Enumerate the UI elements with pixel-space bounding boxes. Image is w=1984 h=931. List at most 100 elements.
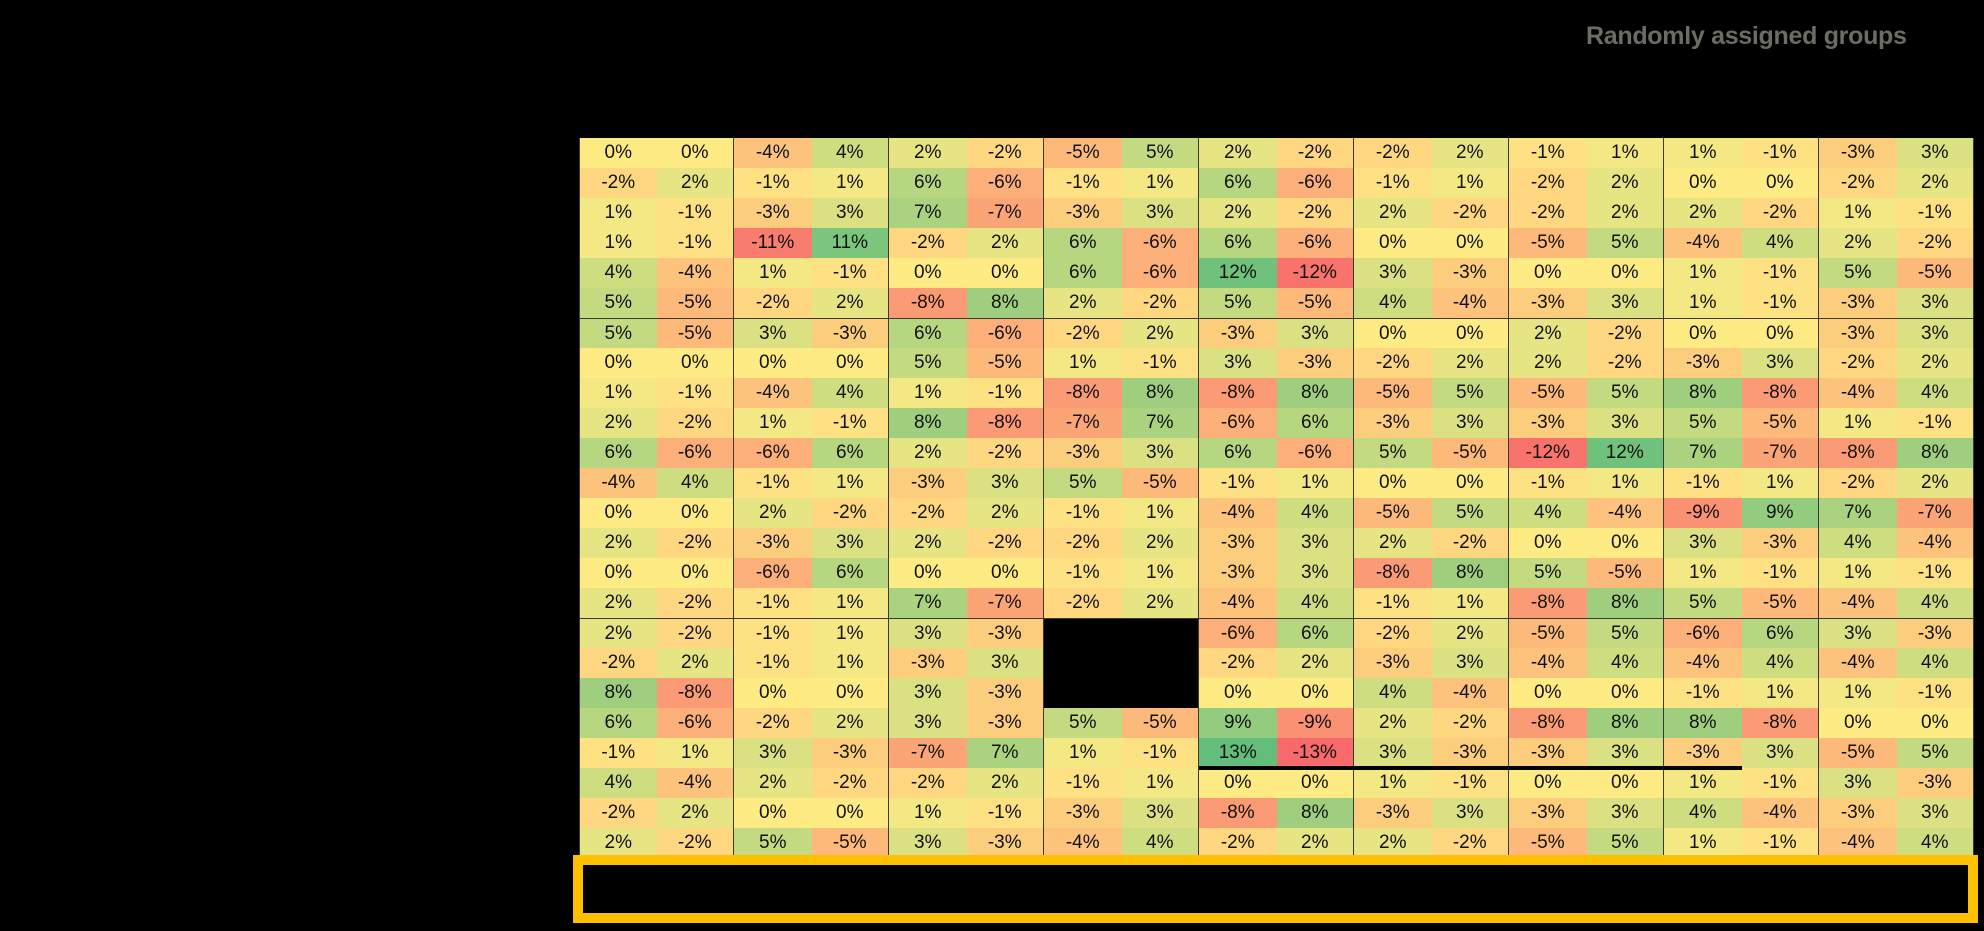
highlight-underline [1199,766,1742,770]
heatmap-cell: 4% [1741,648,1819,678]
heatmap-cell: 5% [1044,468,1122,498]
heatmap-cell: -1% [734,168,812,198]
heatmap-cell: -2% [1431,828,1509,858]
heatmap-cell: -1% [1741,288,1819,318]
masked-cell [1121,678,1199,708]
heatmap-cell: -3% [1819,138,1897,168]
heatmap-cell: 4% [1354,678,1432,708]
heatmap-cell: -9% [1276,708,1354,738]
heatmap-cell: 3% [966,468,1044,498]
heatmap-cell: -3% [1509,288,1587,318]
heatmap-cell: -2% [656,618,734,648]
heatmap-cell: 4% [656,468,734,498]
heatmap-cell: 2% [966,498,1044,528]
heatmap-cell: -1% [1121,738,1199,768]
heatmap-cell: -2% [1199,828,1277,858]
heatmap-cell: 2% [1199,198,1277,228]
heatmap-cell: 2% [1819,228,1897,258]
heatmap-cell: 2% [1354,828,1432,858]
heatmap-cell: 8% [966,288,1044,318]
heatmap-cell: 6% [579,708,657,738]
heatmap-cell: 1% [1819,678,1897,708]
heatmap-cell: -2% [1586,348,1664,378]
heatmap-cell: 3% [966,648,1044,678]
heatmap-cell: 8% [579,678,657,708]
heatmap-cell: -1% [656,198,734,228]
heatmap-cell: -3% [1819,288,1897,318]
heatmap-cell: 8% [1896,438,1974,468]
heatmap-cell: 0% [1586,528,1664,558]
heatmap-cell: 0% [579,138,657,168]
heatmap-cell: 3% [1276,318,1354,348]
heatmap-cell: 8% [1276,378,1354,408]
heatmap-cell: -3% [734,198,812,228]
heatmap-cell: 3% [811,198,889,228]
heatmap-cell: -2% [1819,168,1897,198]
heatmap-cell: -2% [1199,648,1277,678]
heatmap-cell: 1% [734,408,812,438]
heatmap-cell: 3% [734,738,812,768]
heatmap-cell: -6% [656,438,734,468]
heatmap-cell: 5% [1586,378,1664,408]
heatmap-cell: -1% [1199,468,1277,498]
heatmap-cell: -1% [1354,588,1432,618]
heatmap-cell: -5% [1121,468,1199,498]
heatmap-cell: 3% [811,528,889,558]
heatmap-cell: 0% [1586,258,1664,288]
heatmap-cell: -3% [966,678,1044,708]
heatmap-cell: 0% [656,558,734,588]
heatmap-cell: 1% [1741,468,1819,498]
heatmap-cell: 0% [889,258,967,288]
heatmap-cell: -8% [966,408,1044,438]
heatmap-cell: -3% [1819,798,1897,828]
heatmap-cell: 0% [811,798,889,828]
heatmap-cell: 2% [579,618,657,648]
heatmap-cell: 2% [1431,618,1509,648]
heatmap-cell: 2% [579,588,657,618]
heatmap-cell: -7% [889,738,967,768]
heatmap-cell: 2% [889,138,967,168]
heatmap-cell: 2% [1121,318,1199,348]
heatmap-cell: -2% [1586,318,1664,348]
heatmap-cell: 1% [579,228,657,258]
heatmap-cell: 1% [1819,198,1897,228]
heatmap-cell: -5% [656,318,734,348]
heatmap-cell: 4% [811,378,889,408]
heatmap-cell: 0% [966,258,1044,288]
heatmap-cell: -1% [811,408,889,438]
heatmap-cell: 0% [734,798,812,828]
heatmap-cell: -4% [1044,828,1122,858]
heatmap-cell: 0% [1741,318,1819,348]
heatmap-cell: 3% [889,618,967,648]
heatmap-cell: 4% [579,768,657,798]
heatmap-cell: 8% [1121,378,1199,408]
heatmap-cell: 2% [1509,348,1587,378]
heatmap-cell: -6% [1276,168,1354,198]
heatmap-cell: 2% [1121,588,1199,618]
heatmap-cell: 0% [734,678,812,708]
heatmap-cell: 5% [1819,258,1897,288]
heatmap-cell: 5% [579,318,657,348]
heatmap-cell: 3% [1741,348,1819,378]
heatmap-cell: -4% [1819,828,1897,858]
heatmap-cell: -9% [1664,498,1742,528]
heatmap-cell: -2% [579,648,657,678]
heatmap-cell: 4% [1896,588,1974,618]
heatmap-cell: -1% [1741,828,1819,858]
heatmap-cell: 2% [811,708,889,738]
heatmap-cell: -7% [966,588,1044,618]
heatmap-cell: -1% [966,378,1044,408]
heatmap-cell: 2% [889,528,967,558]
heatmap-cell: 2% [966,228,1044,258]
heatmap-cell: -2% [1819,468,1897,498]
heatmap-cell: -6% [1121,258,1199,288]
highlighted-summary-box [573,855,1978,923]
heatmap-cell: 3% [1276,558,1354,588]
heatmap-cell: -3% [734,528,812,558]
heatmap-cell: -4% [1586,498,1664,528]
heatmap-cell: 5% [1586,618,1664,648]
heatmap-cell: -2% [1044,528,1122,558]
heatmap-cell: 0% [1741,168,1819,198]
heatmap-cell: 3% [1586,798,1664,828]
heatmap-cell: 0% [1664,168,1742,198]
